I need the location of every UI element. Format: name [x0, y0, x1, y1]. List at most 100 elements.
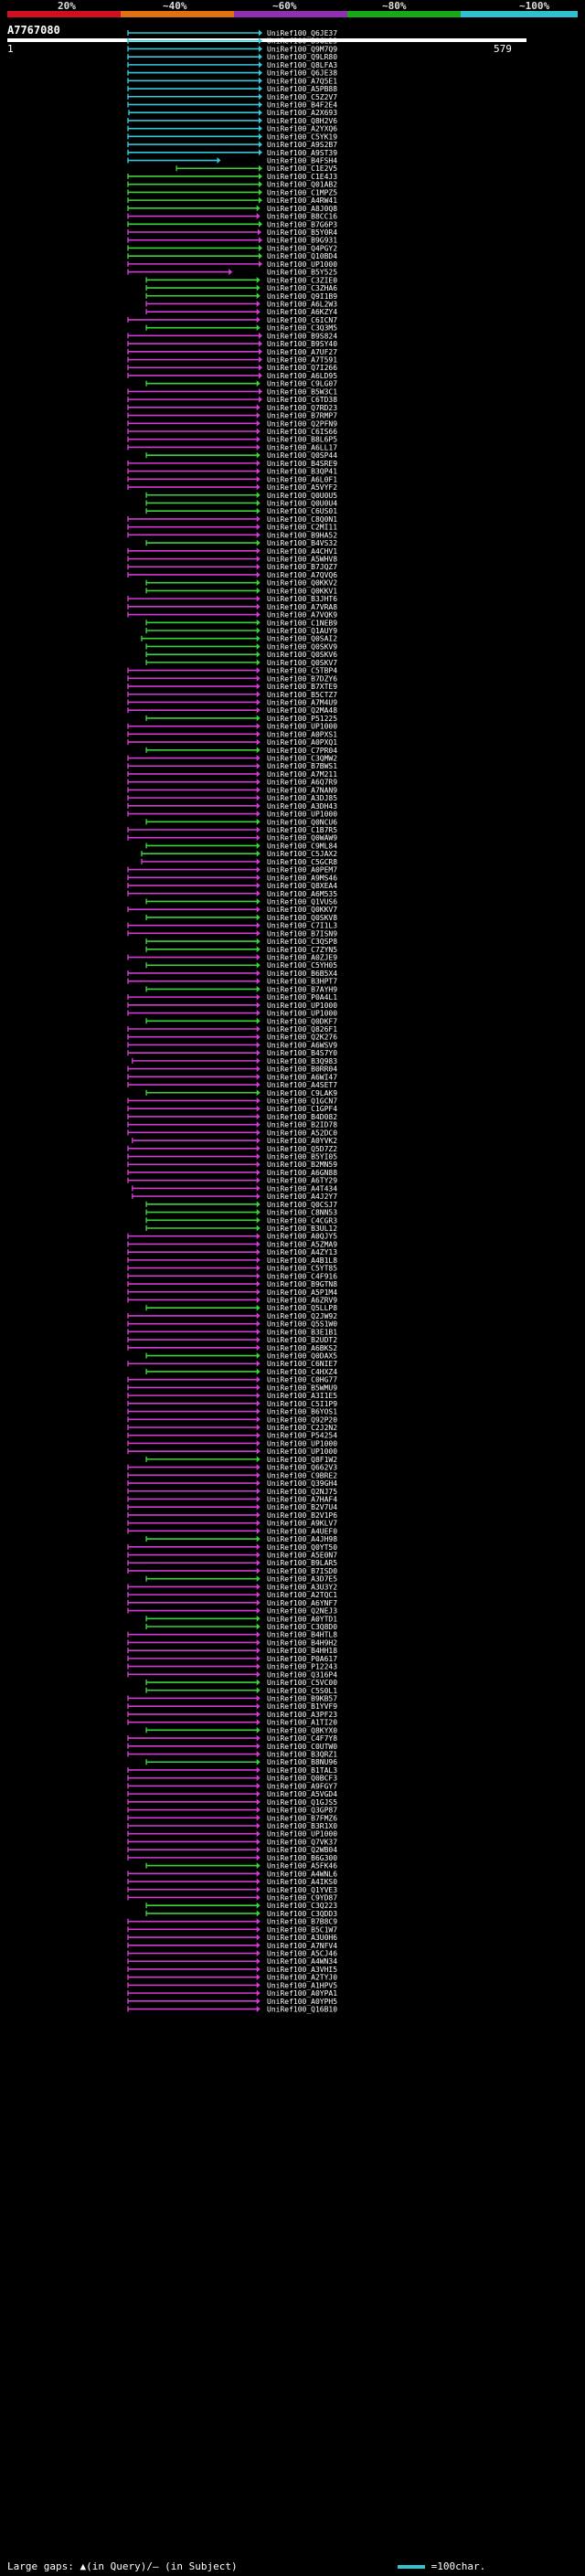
hit-label[interactable]: UniRef100_A7M211: [267, 770, 337, 779]
hit-label[interactable]: UniRef100_Q6JE37: [267, 29, 337, 37]
hit-label[interactable]: UniRef100_A6WSV9: [267, 1041, 337, 1049]
hit-label[interactable]: UniRef100_A5PB88: [267, 85, 337, 93]
hit-label[interactable]: UniRef100_B2V7U4: [267, 1503, 337, 1511]
hit-label[interactable]: UniRef100_A2X693: [267, 109, 337, 117]
hit-label[interactable]: UniRef100_Q0WAW9: [267, 834, 337, 843]
hit-label[interactable]: UniRef100_UP1000: [267, 723, 337, 731]
hit-label[interactable]: UniRef100_UP1000: [267, 1447, 337, 1456]
hit-label[interactable]: UniRef100_Q1AUY9: [267, 627, 337, 635]
hit-label[interactable]: UniRef100_C3QSP8: [267, 938, 337, 946]
hit-label[interactable]: UniRef100_A4B1L8: [267, 1256, 337, 1265]
hit-label[interactable]: UniRef100_UP1000: [267, 1830, 337, 1839]
hit-label[interactable]: UniRef100_B7BWS1: [267, 762, 337, 770]
hit-label[interactable]: UniRef100_C5TBP4: [267, 667, 337, 675]
hit-label[interactable]: UniRef100_C4F7Y8: [267, 1734, 337, 1743]
hit-label[interactable]: UniRef100_Q39GH4: [267, 1479, 337, 1488]
hit-label[interactable]: UniRef100_A4WNL6: [267, 1870, 337, 1878]
hit-label[interactable]: UniRef100_C5I1P9: [267, 1400, 337, 1408]
hit-label[interactable]: UniRef100_A2YXQ6: [267, 125, 337, 133]
hit-label[interactable]: UniRef100_UP1000: [267, 1010, 337, 1018]
hit-label[interactable]: UniRef100_B4HH18: [267, 1647, 337, 1655]
hit-label[interactable]: UniRef100_A4IKS0: [267, 1878, 337, 1886]
hit-label[interactable]: UniRef100_Q0DAX5: [267, 1352, 337, 1361]
hit-label[interactable]: UniRef100_B4VS32: [267, 539, 337, 547]
hit-label[interactable]: UniRef100_A0QJY5: [267, 1233, 337, 1241]
hit-label[interactable]: UniRef100_A9S2B7: [267, 141, 337, 149]
hit-label[interactable]: UniRef100_B9HA52: [267, 531, 337, 539]
hit-label[interactable]: UniRef100_Q662V3: [267, 1464, 337, 1472]
hit-label[interactable]: UniRef100_A6WI47: [267, 1073, 337, 1081]
hit-label[interactable]: UniRef100_B9LAR5: [267, 1559, 337, 1567]
hit-label[interactable]: UniRef100_Q0NCU6: [267, 818, 337, 826]
hit-label[interactable]: UniRef100_Q0U0U5: [267, 492, 337, 500]
hit-label[interactable]: UniRef100_A2TQC1: [267, 1591, 337, 1599]
hit-label[interactable]: UniRef100_A0PXQ1: [267, 738, 337, 747]
hit-label[interactable]: UniRef100_A7Q5E1: [267, 77, 337, 85]
hit-label[interactable]: UniRef100_C7I1L3: [267, 922, 337, 930]
hit-label[interactable]: UniRef100_Q8XEA4: [267, 882, 337, 890]
hit-label[interactable]: UniRef100_A0YPA1: [267, 1989, 337, 1998]
hit-label[interactable]: UniRef100_B1TAL3: [267, 1766, 337, 1775]
hit-label[interactable]: UniRef100_A4J2Y7: [267, 1193, 337, 1201]
hit-label[interactable]: UniRef100_Q8F1W2: [267, 1456, 337, 1464]
hit-label[interactable]: UniRef100_B5WMU9: [267, 1383, 337, 1392]
hit-label[interactable]: UniRef100_Q1VUS6: [267, 897, 337, 906]
hit-label[interactable]: UniRef100_C3ZHA6: [267, 284, 337, 292]
hit-label[interactable]: UniRef100_C5YH05: [267, 961, 337, 970]
hit-label[interactable]: UniRef100_B8L6P5: [267, 436, 337, 444]
hit-label[interactable]: UniRef100_C4F916: [267, 1272, 337, 1280]
hit-label[interactable]: UniRef100_Q8KYX0: [267, 1726, 337, 1734]
hit-label[interactable]: UniRef100_C1E4J3: [267, 173, 337, 181]
hit-label[interactable]: UniRef100_B5C1W7: [267, 1925, 337, 1934]
hit-label[interactable]: UniRef100_A7QVQ6: [267, 571, 337, 579]
hit-label[interactable]: UniRef100_C5YT85: [267, 1265, 337, 1273]
hit-label[interactable]: UniRef100_A52DC0: [267, 1129, 337, 1137]
hit-label[interactable]: UniRef100_A1HPV5: [267, 1981, 337, 1989]
hit-label[interactable]: UniRef100_B9S824: [267, 332, 337, 340]
hit-label[interactable]: UniRef100_A4ZY13: [267, 1248, 337, 1256]
hit-label[interactable]: UniRef100_Q10BD4: [267, 252, 337, 260]
hit-label[interactable]: UniRef100_B9SY40: [267, 340, 337, 348]
hit-label[interactable]: UniRef100_Q2PFN9: [267, 419, 337, 428]
hit-label[interactable]: UniRef100_Q1GJS5: [267, 1798, 337, 1807]
hit-label[interactable]: UniRef100_Q316P4: [267, 1670, 337, 1679]
hit-label[interactable]: UniRef100_B7AYH9: [267, 985, 337, 993]
hit-label[interactable]: UniRef100_B4S7Y0: [267, 1049, 337, 1057]
hit-label[interactable]: UniRef100_B9G931: [267, 237, 337, 245]
hit-label[interactable]: UniRef100_B2ID78: [267, 1121, 337, 1129]
hit-label[interactable]: UniRef100_A0YVK2: [267, 1137, 337, 1145]
hit-label[interactable]: UniRef100_B5YI05: [267, 1153, 337, 1161]
hit-label[interactable]: UniRef100_A7M4U9: [267, 698, 337, 706]
hit-label[interactable]: UniRef100_A4CHV1: [267, 547, 337, 556]
hit-label[interactable]: UniRef100_P0A617: [267, 1655, 337, 1663]
hit-label[interactable]: UniRef100_C1GPF4: [267, 1105, 337, 1113]
hit-label[interactable]: UniRef100_A9ST39: [267, 149, 337, 157]
hit-label[interactable]: UniRef100_B6B5X4: [267, 970, 337, 978]
hit-label[interactable]: UniRef100_C4CGR3: [267, 1216, 337, 1224]
hit-label[interactable]: UniRef100_C6US01: [267, 507, 337, 515]
hit-label[interactable]: UniRef100_A6KZY4: [267, 308, 337, 316]
hit-label[interactable]: UniRef100_B4FSH4: [267, 157, 337, 165]
hit-label[interactable]: UniRef100_A4JH98: [267, 1535, 337, 1543]
hit-label[interactable]: UniRef100_Q0YT50: [267, 1543, 337, 1552]
hit-label[interactable]: UniRef100_A0YPH5: [267, 1998, 337, 2006]
hit-label[interactable]: UniRef100_P0A4L1: [267, 993, 337, 1002]
hit-label[interactable]: UniRef100_C5S0L1: [267, 1687, 337, 1695]
hit-label[interactable]: UniRef100_B9GTN8: [267, 1280, 337, 1288]
hit-label[interactable]: UniRef100_Q0SKV7: [267, 659, 337, 667]
hit-label[interactable]: UniRef100_C9BRE2: [267, 1471, 337, 1479]
hit-label[interactable]: UniRef100_B7B8C9: [267, 1918, 337, 1926]
hit-label[interactable]: UniRef100_C5VC00: [267, 1679, 337, 1687]
hit-label[interactable]: UniRef100_Q2WB04: [267, 1846, 337, 1854]
hit-label[interactable]: UniRef100_A0PEM7: [267, 866, 337, 875]
hit-label[interactable]: UniRef100_A7VRA8: [267, 603, 337, 611]
hit-label[interactable]: UniRef100_UP1000: [267, 260, 337, 269]
hit-label[interactable]: UniRef100_A0YTD1: [267, 1615, 337, 1623]
hit-label[interactable]: UniRef100_A3PF23: [267, 1711, 337, 1719]
hit-label[interactable]: UniRef100_A5P1M4: [267, 1288, 337, 1297]
hit-label[interactable]: UniRef100_Q0KKV1: [267, 587, 337, 595]
hit-label[interactable]: UniRef100_A3I1E5: [267, 1392, 337, 1400]
hit-label[interactable]: UniRef100_B3QP41: [267, 468, 337, 476]
hit-label[interactable]: UniRef100_C8Q0N1: [267, 515, 337, 524]
hit-label[interactable]: UniRef100_Q5LLP8: [267, 1304, 337, 1312]
